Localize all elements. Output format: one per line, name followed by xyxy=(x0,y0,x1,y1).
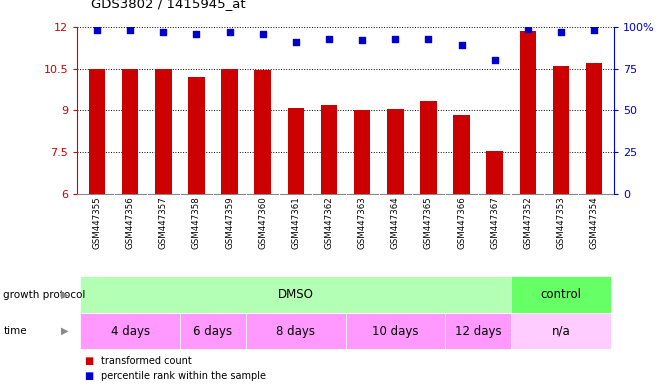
Text: 8 days: 8 days xyxy=(276,325,315,338)
Text: control: control xyxy=(540,288,582,301)
Text: ■: ■ xyxy=(84,356,93,366)
Text: GSM447352: GSM447352 xyxy=(523,196,532,249)
Bar xyxy=(81,276,511,313)
Text: GSM447361: GSM447361 xyxy=(291,196,301,249)
Bar xyxy=(511,276,611,313)
Point xyxy=(224,29,235,35)
Bar xyxy=(180,313,246,349)
Point xyxy=(456,42,467,48)
Text: 4 days: 4 days xyxy=(111,325,150,338)
Bar xyxy=(221,70,238,194)
Text: GSM447353: GSM447353 xyxy=(556,196,566,249)
Bar xyxy=(155,69,172,194)
Point xyxy=(258,30,268,36)
Point xyxy=(191,30,202,36)
Text: GSM447354: GSM447354 xyxy=(590,196,599,249)
Bar xyxy=(122,69,138,194)
Text: 10 days: 10 days xyxy=(372,325,419,338)
Bar xyxy=(511,313,611,349)
Point xyxy=(423,35,433,41)
Bar xyxy=(553,66,569,194)
Text: GSM447365: GSM447365 xyxy=(424,196,433,249)
Point xyxy=(556,29,566,35)
Text: GSM447362: GSM447362 xyxy=(325,196,333,249)
Point xyxy=(523,25,533,31)
Text: GSM447358: GSM447358 xyxy=(192,196,201,249)
Point xyxy=(158,29,168,35)
Point xyxy=(291,39,301,45)
Bar xyxy=(420,101,437,194)
Text: GSM447357: GSM447357 xyxy=(159,196,168,249)
Text: GSM447367: GSM447367 xyxy=(491,196,499,249)
Text: ■: ■ xyxy=(84,371,93,381)
Point xyxy=(489,57,500,63)
Point xyxy=(390,35,401,41)
Text: transformed count: transformed count xyxy=(101,356,191,366)
Point xyxy=(588,27,599,33)
Bar xyxy=(254,70,271,194)
Point xyxy=(92,27,103,33)
Bar xyxy=(519,31,536,194)
Text: GSM447355: GSM447355 xyxy=(93,196,101,249)
Text: n/a: n/a xyxy=(552,325,570,338)
Text: GSM447363: GSM447363 xyxy=(358,196,366,249)
Text: DMSO: DMSO xyxy=(278,288,314,301)
Bar xyxy=(89,69,105,194)
Point xyxy=(125,27,136,33)
Bar xyxy=(586,63,603,194)
Text: GSM447359: GSM447359 xyxy=(225,196,234,249)
Text: GSM447356: GSM447356 xyxy=(125,196,135,249)
Point xyxy=(357,37,368,43)
Text: 12 days: 12 days xyxy=(455,325,501,338)
Text: growth protocol: growth protocol xyxy=(3,290,86,300)
Bar xyxy=(321,105,338,194)
Text: percentile rank within the sample: percentile rank within the sample xyxy=(101,371,266,381)
Text: ▶: ▶ xyxy=(61,290,69,300)
Text: GSM447366: GSM447366 xyxy=(457,196,466,249)
Bar xyxy=(354,110,370,194)
Bar xyxy=(387,109,403,194)
Bar xyxy=(486,151,503,194)
Text: time: time xyxy=(3,326,27,336)
Text: GSM447360: GSM447360 xyxy=(258,196,267,249)
Text: GDS3802 / 1415945_at: GDS3802 / 1415945_at xyxy=(91,0,245,10)
Bar xyxy=(188,77,205,194)
Bar xyxy=(246,313,346,349)
Point xyxy=(323,35,334,41)
Bar xyxy=(81,313,180,349)
Bar xyxy=(453,114,470,194)
Text: GSM447364: GSM447364 xyxy=(391,196,400,249)
Bar xyxy=(288,108,304,194)
Text: ▶: ▶ xyxy=(61,326,69,336)
Bar xyxy=(346,313,445,349)
Bar xyxy=(445,313,511,349)
Text: 6 days: 6 days xyxy=(193,325,233,338)
